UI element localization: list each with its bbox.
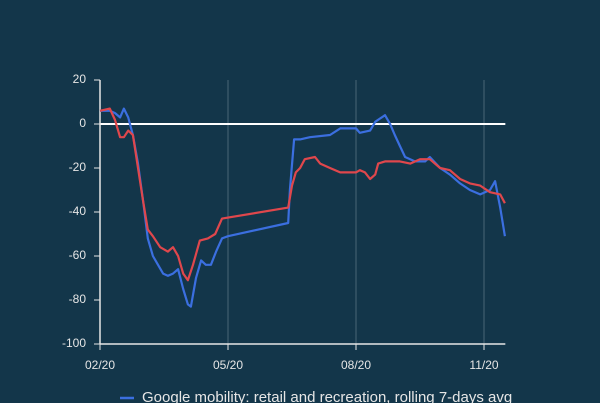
y-tick-label: 0 [79, 116, 86, 130]
legend-text: Google mobility: retail and recreation, … [142, 389, 512, 403]
y-tick-label: -40 [69, 204, 87, 218]
y-tick-label: -20 [69, 160, 87, 174]
x-tick-label: 11/20 [469, 358, 498, 372]
y-tick-label: -60 [69, 248, 87, 262]
x-tick-label: 08/20 [341, 358, 371, 372]
data-line [100, 107, 506, 308]
y-tick-label: -80 [69, 292, 87, 306]
y-tick-label: -100 [62, 336, 86, 350]
data-line [99, 107, 506, 282]
x-tick-label: 02/20 [85, 358, 115, 372]
y-tick-label: 20 [73, 72, 87, 86]
x-tick-label: 05/20 [213, 358, 243, 372]
